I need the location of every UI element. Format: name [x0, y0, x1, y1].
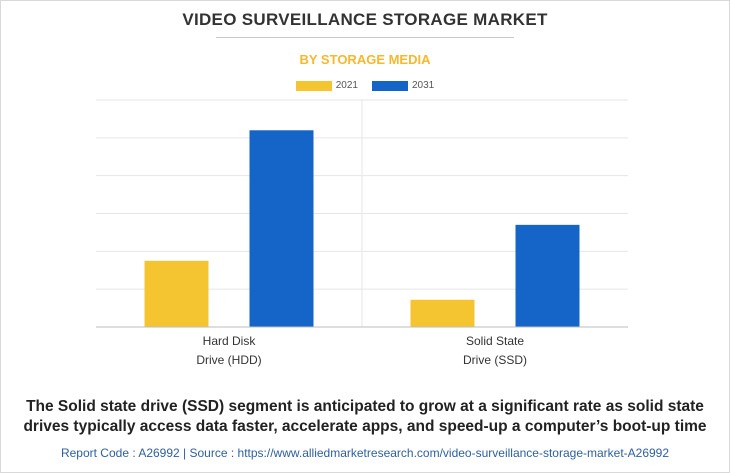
bar-2031-1: [515, 224, 580, 327]
legend-swatch-2021: [295, 80, 332, 91]
footnote-line-1: The Solid state drive (SSD) segment is a…: [26, 398, 704, 415]
footnote-line-2: drives typically access data faster, acc…: [23, 418, 707, 435]
category-label-0-1: Drive (HDD): [196, 353, 261, 367]
chart-subtitle: BY STORAGE MEDIA: [299, 52, 431, 67]
source-footer: Report Code : A26992 | Source : https://…: [60, 446, 670, 460]
legend-item-2031: 2031: [372, 80, 434, 91]
chart-title: VIDEO SURVEILLANCE STORAGE MARKET: [182, 10, 548, 29]
bar-2031-0: [249, 130, 314, 327]
legend-item-2021: 2021: [295, 80, 358, 91]
legend: 2021 2031: [0, 80, 730, 91]
legend-label-2031: 2031: [412, 80, 435, 91]
bar-chart: Hard Disk Drive (HDD) Solid State Drive (SS…: [96, 99, 628, 367]
legend-swatch-2031: [372, 80, 408, 91]
category-label-1-0: Solid State: [466, 334, 524, 348]
title-divider: [216, 37, 514, 38]
legend-label-2021: 2021: [335, 80, 358, 91]
bar-2021-1: [410, 299, 475, 327]
category-label-0-0: Hard Disk: [203, 334, 257, 348]
category-label-1-1: Drive (SSD): [463, 353, 527, 367]
bar-2021-0: [144, 260, 209, 327]
chart-footnote: The Solid state drive (SSD) segment is a…: [10, 397, 720, 437]
